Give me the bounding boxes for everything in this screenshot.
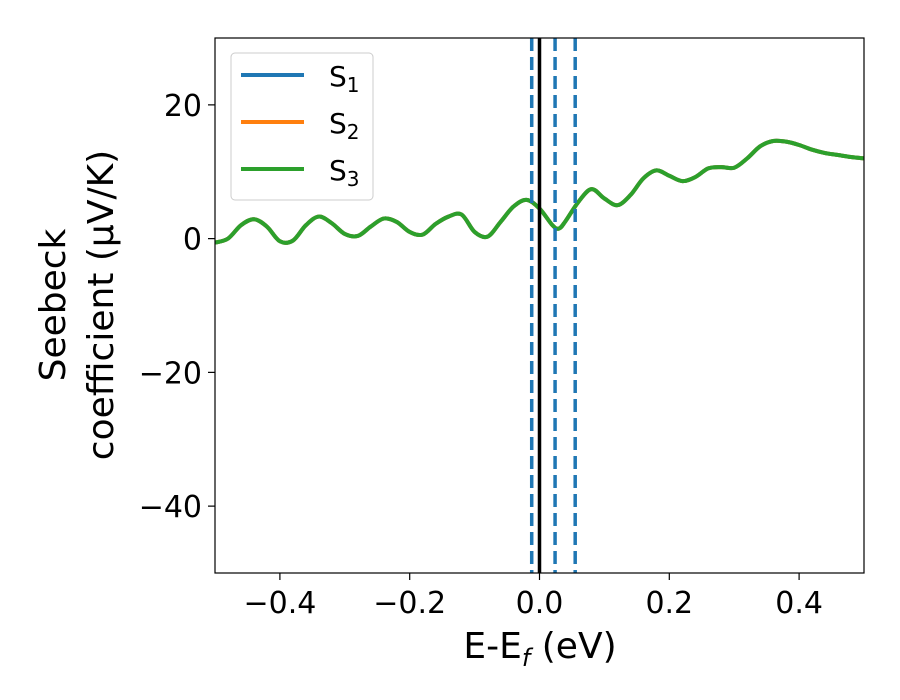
x-tick-label: −0.2 bbox=[373, 586, 446, 621]
y-tick-label: 0 bbox=[183, 223, 202, 258]
x-tick-label: 0.4 bbox=[775, 586, 823, 621]
y-tick-label: 20 bbox=[164, 89, 202, 124]
legend-label-s2: S2 bbox=[329, 107, 360, 144]
x-tick-label: −0.4 bbox=[243, 586, 316, 621]
plot-clip-group bbox=[215, 38, 864, 573]
legend-frame bbox=[230, 52, 374, 201]
legend-label-s1: S1 bbox=[329, 60, 360, 97]
x-tick-label: 0.0 bbox=[516, 586, 564, 621]
y-axis-label-line-2: coefficient (μV/K) bbox=[81, 150, 122, 460]
series-line-s3 bbox=[215, 138, 864, 245]
y-tick-label: −20 bbox=[139, 356, 202, 391]
x-axis-label: E-Ef (eV) bbox=[463, 626, 616, 672]
y-tick-label: −40 bbox=[139, 490, 202, 525]
plot-area: −0.4 −0.2 0.0 0.2 0.4 −40 −20 0 20 bbox=[139, 37, 865, 621]
legend-label-s3: S3 bbox=[329, 154, 360, 191]
y-axis-label-line-1: Seebeck bbox=[33, 228, 74, 381]
x-tick-label: 0.2 bbox=[645, 586, 693, 621]
legend: S1 S2 S3 bbox=[230, 52, 374, 201]
